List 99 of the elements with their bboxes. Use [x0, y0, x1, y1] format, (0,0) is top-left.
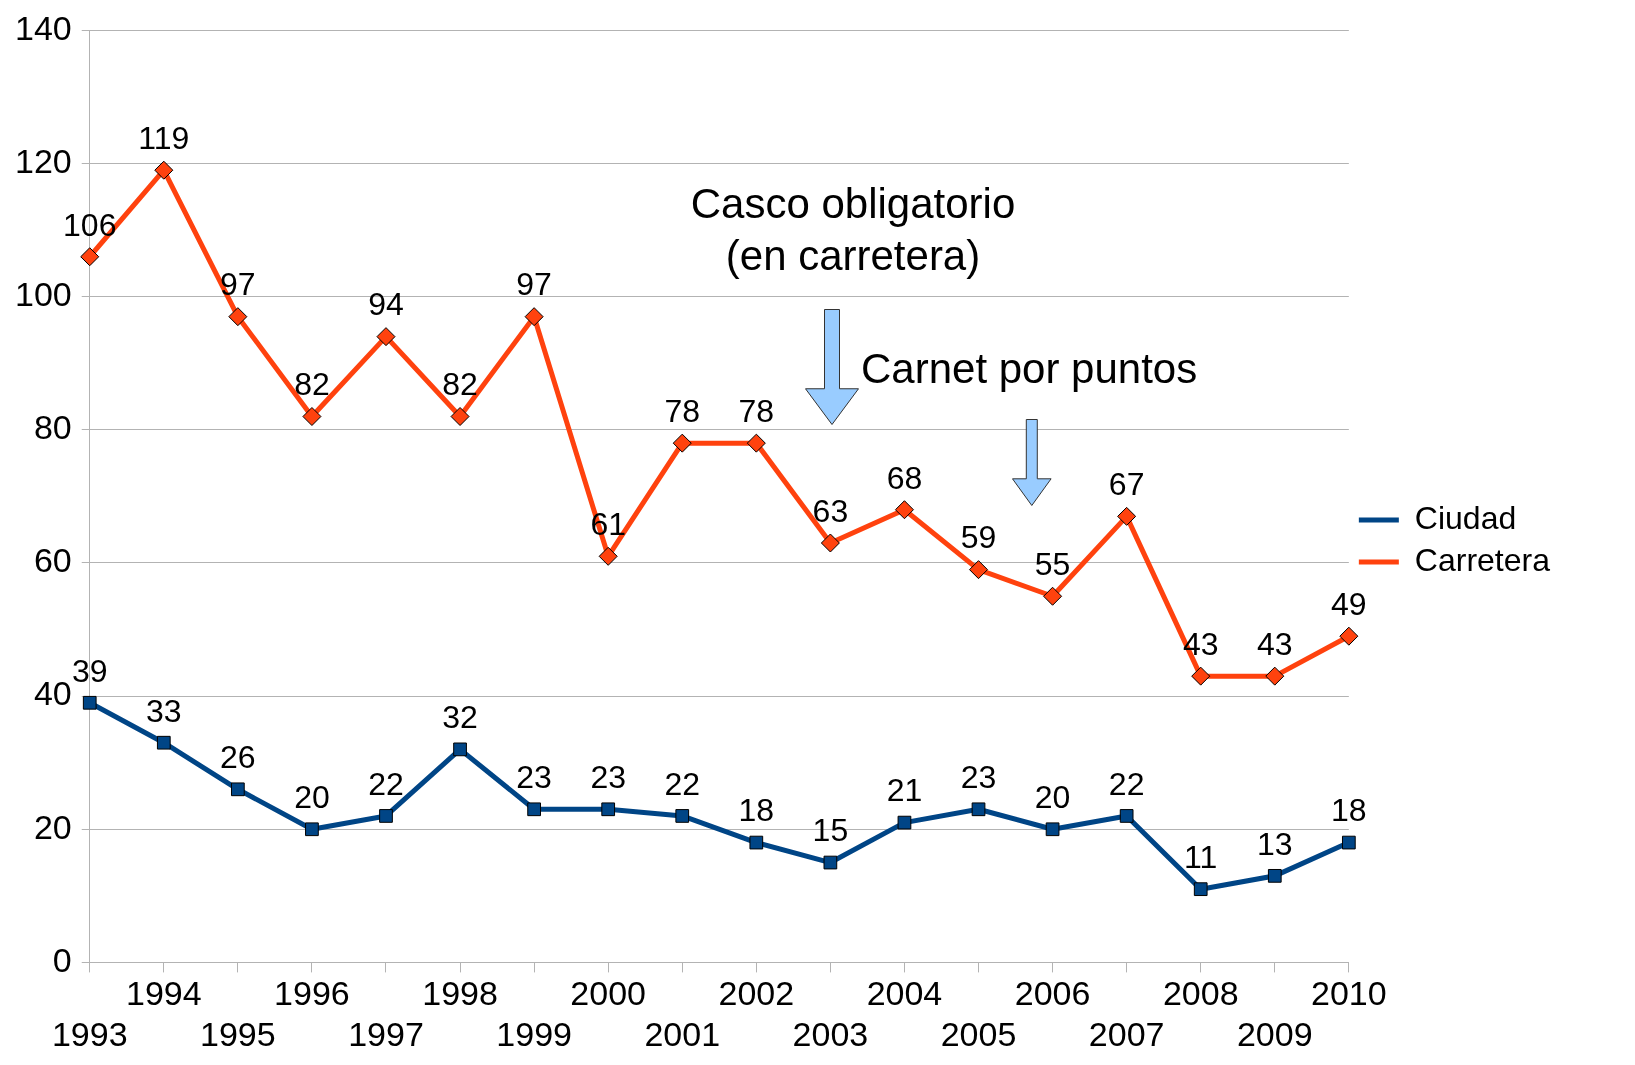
x-tick-label: 2001	[644, 1014, 721, 1053]
data-label: 78	[664, 392, 701, 429]
data-label: 33	[146, 692, 182, 729]
data-label: 59	[960, 519, 997, 556]
point	[746, 433, 766, 453]
data-label: 39	[71, 652, 108, 689]
x-tick-label: 2005	[940, 1014, 1017, 1053]
point	[1267, 868, 1282, 883]
point	[231, 782, 245, 797]
data-label: 22	[664, 765, 701, 802]
point	[1117, 506, 1137, 526]
point	[971, 802, 986, 817]
x-tick-label: 2002	[718, 974, 795, 1013]
y-tick-label: 120	[14, 141, 72, 180]
y-tick-label: 140	[14, 8, 72, 47]
point	[820, 533, 840, 553]
point	[675, 809, 690, 823]
x-tick-label: 1998	[422, 974, 498, 1013]
point	[1339, 626, 1359, 646]
y-tick-label: 20	[33, 807, 72, 846]
data-label: 22	[368, 765, 404, 802]
point	[749, 835, 764, 850]
x-tick-label: 2008	[1162, 974, 1239, 1013]
data-label: 20	[1034, 779, 1071, 816]
point	[524, 307, 544, 327]
data-label: 18	[738, 792, 775, 829]
data-label: 20	[294, 779, 330, 816]
x-tick-label: 1993	[51, 1014, 128, 1053]
point	[82, 695, 97, 710]
point	[527, 802, 541, 817]
point	[1193, 882, 1208, 897]
y-tick-label: 60	[33, 541, 72, 580]
x-tick-label: 1999	[496, 1014, 572, 1053]
x-tick-label: 1996	[274, 974, 350, 1013]
point	[379, 809, 393, 823]
point	[823, 855, 838, 870]
data-label: 68	[886, 459, 923, 496]
x-tick-label: 2003	[792, 1014, 869, 1053]
data-label: 21	[886, 772, 923, 809]
data-label: 94	[368, 286, 404, 323]
x-tick-label: 2010	[1311, 974, 1387, 1013]
data-label: 82	[442, 366, 478, 403]
x-tick-label: 1995	[200, 1014, 276, 1053]
point	[154, 160, 174, 180]
point	[228, 307, 248, 327]
point	[1043, 586, 1063, 606]
data-label: 15	[812, 812, 849, 849]
point	[672, 433, 692, 453]
point	[894, 500, 914, 520]
annotation: Casco obligatorio (en carretera)	[690, 179, 1016, 279]
point	[1191, 666, 1211, 686]
data-label: 18	[1331, 792, 1367, 829]
y-tick-label: 0	[52, 940, 72, 979]
y-tick-label: 40	[33, 674, 72, 713]
legend-label: Ciudad	[1414, 499, 1517, 536]
data-label: 32	[442, 699, 478, 736]
data-label: 106	[63, 206, 117, 243]
data-label: 67	[1108, 466, 1145, 503]
data-label: 26	[220, 739, 256, 776]
point	[1045, 822, 1060, 837]
point	[601, 802, 616, 817]
x-tick-label: 2007	[1088, 1014, 1165, 1053]
x-tick-label: 2004	[866, 974, 943, 1013]
data-label: 49	[1331, 586, 1367, 623]
point	[897, 815, 912, 830]
data-label: 23	[590, 759, 626, 796]
x-tick-label: 1994	[125, 974, 202, 1013]
data-label: 23	[960, 759, 997, 796]
data-label: 97	[516, 266, 552, 303]
point	[302, 407, 322, 427]
point	[450, 407, 470, 427]
x-tick-label: 2006	[1014, 974, 1091, 1013]
point	[1265, 666, 1285, 686]
point	[453, 742, 467, 757]
data-label: 22	[1108, 765, 1145, 802]
data-label: 78	[738, 392, 775, 429]
legend-label: Carretera	[1414, 541, 1551, 578]
x-tick-label: 2000	[570, 974, 647, 1013]
data-label: 119	[138, 120, 190, 157]
data-label: 82	[294, 366, 330, 403]
data-label: 43	[1256, 625, 1293, 662]
data-label: 13	[1256, 825, 1293, 862]
data-label: 11	[1184, 839, 1218, 875]
point	[969, 560, 989, 580]
point	[80, 247, 100, 267]
y-tick-label: 100	[14, 275, 72, 314]
point	[1119, 809, 1134, 823]
point	[156, 735, 171, 750]
data-label: 55	[1034, 546, 1071, 583]
x-tick-label: 2009	[1236, 1014, 1313, 1053]
point	[1341, 835, 1356, 850]
annotation: Carnet por puntos	[861, 344, 1198, 392]
data-label: 23	[516, 759, 552, 796]
point	[598, 546, 618, 566]
point	[305, 822, 319, 837]
data-label: 63	[812, 492, 849, 529]
y-tick-label: 80	[33, 408, 72, 447]
x-tick-label: 1997	[348, 1014, 424, 1053]
point	[376, 327, 396, 347]
